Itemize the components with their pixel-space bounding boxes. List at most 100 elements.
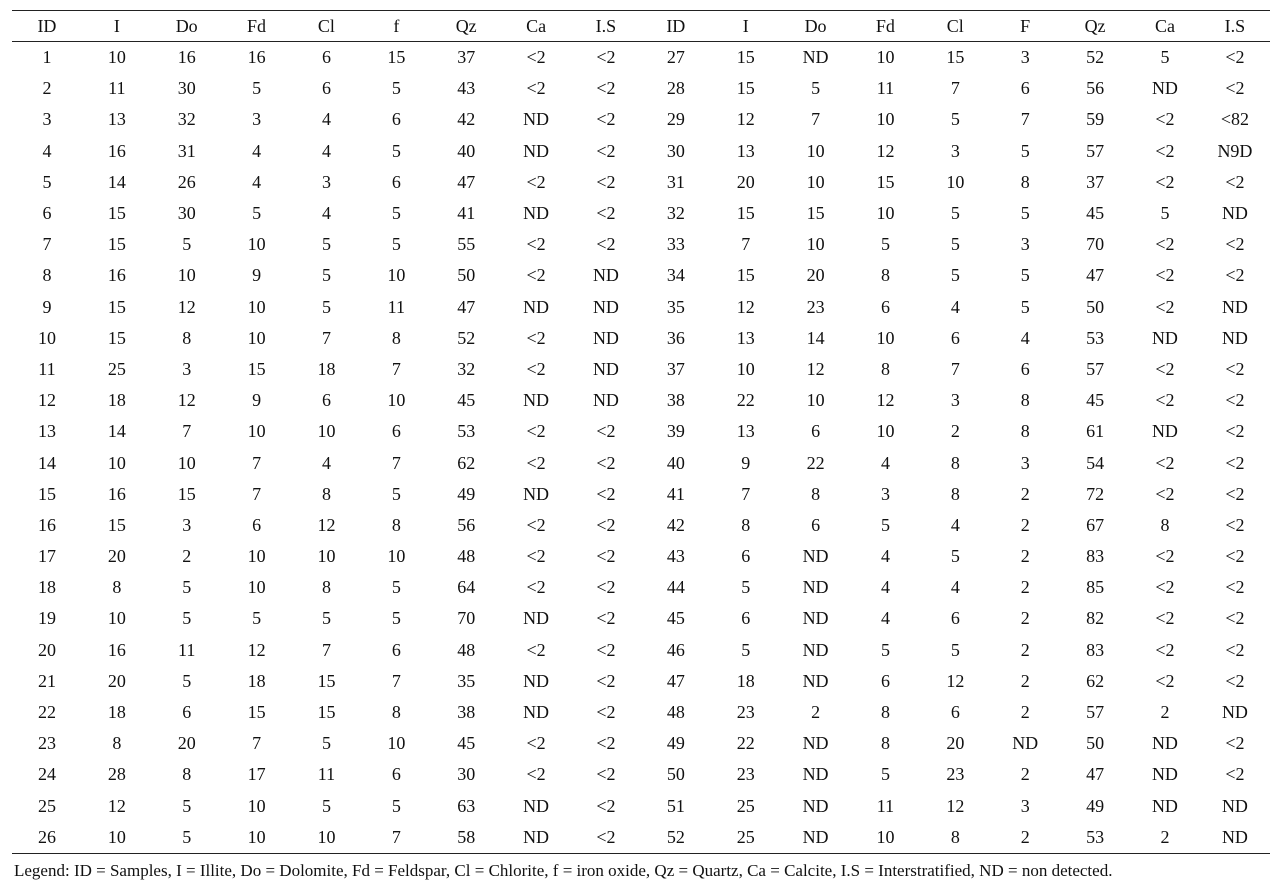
table-cell: 85	[1086, 577, 1105, 598]
table-cell: ND	[1221, 296, 1248, 317]
table-cell: <2	[596, 670, 616, 691]
table-cell: 11	[876, 795, 895, 816]
table-cell: 15	[806, 203, 825, 224]
table-cell: 48	[457, 639, 476, 660]
table-cell: 2	[182, 546, 192, 567]
table-cell: 32	[457, 358, 476, 379]
table-cell: ND	[1151, 764, 1178, 785]
table-cell: ND	[592, 265, 619, 286]
table-cell: 5	[391, 203, 401, 224]
table-cell: 28	[107, 764, 126, 785]
table-header: ID I Do Fd Cl f Qz Ca I.S ID I Do Fd Cl F Qz Ca I.S	[12, 10, 1270, 42]
table-legend: Legend: ID = Samples, I = Illite, Do = D…	[14, 861, 1113, 880]
table-body: 1 10 16 16 6 15 37 <2 <2 27 15 ND 10 15 3 52 5 <2 2 11 30 5 6 5…	[12, 42, 1270, 854]
table-cell: 10	[247, 234, 266, 255]
table-cell: ND	[1151, 795, 1178, 816]
table-cell: <2	[1225, 733, 1245, 754]
table-cell: 3	[950, 140, 960, 161]
table-cell: 5	[252, 203, 262, 224]
table-cell: <2	[526, 265, 546, 286]
table-cell: 12	[876, 140, 895, 161]
table-cell: 32	[666, 203, 685, 224]
table-cell: 42	[666, 514, 685, 535]
table-cell: 21	[37, 670, 56, 691]
table-cell: 6	[950, 608, 960, 629]
table-cell: ND	[1151, 733, 1178, 754]
table-cell: 50	[1086, 296, 1105, 317]
table-cell: 7	[741, 483, 751, 504]
table-cell: 50	[1086, 733, 1105, 754]
table-cell: 15	[946, 47, 965, 68]
table-cell: <2	[1155, 296, 1175, 317]
table-cell: 10	[806, 390, 825, 411]
table-cell: 5	[391, 78, 401, 99]
table-cell: 5	[880, 234, 890, 255]
table-cell: 2	[1020, 639, 1030, 660]
mineral-composition-table: ID I Do Fd Cl f Qz Ca I.S ID I Do Fd Cl F Qz Ca I.S 1 10 16…	[12, 10, 1270, 854]
table-cell: 10	[387, 733, 406, 754]
table-cell: 38	[457, 702, 476, 723]
table-cell: 5	[252, 78, 262, 99]
table-cell: <2	[526, 546, 546, 567]
table-cell: 29	[666, 109, 685, 130]
table-cell: 5	[1020, 265, 1030, 286]
table-cell: 18	[107, 390, 126, 411]
table-cell: 2	[1020, 514, 1030, 535]
table-cell: 37	[457, 47, 476, 68]
table-cell: 83	[1086, 546, 1105, 567]
table-cell: 10	[806, 140, 825, 161]
table-cell: ND	[523, 296, 550, 317]
table-cell: 5	[1160, 47, 1170, 68]
table-cell: 10	[247, 421, 266, 442]
table-cell: 47	[1086, 265, 1105, 286]
table-cell: 3	[321, 171, 331, 192]
table-cell: 4	[321, 452, 331, 473]
table-cell: 6	[880, 670, 890, 691]
table-cell: <2	[526, 78, 546, 99]
table-cell: 8	[741, 514, 751, 535]
table-row: 7 15 5 10 5 5 55 <2 <2 33 7 10 5 5 3 70 <2 <2	[12, 229, 1270, 260]
table-cell: 15	[247, 702, 266, 723]
table-cell: 10	[387, 546, 406, 567]
table-cell: 50	[457, 265, 476, 286]
table-cell: 23	[37, 733, 56, 754]
table-cell: <2	[596, 421, 616, 442]
table-cell: 25	[37, 795, 56, 816]
table-cell: ND	[523, 608, 550, 629]
table-cell: 14	[107, 171, 126, 192]
table-cell: 8	[950, 452, 960, 473]
table-cell: <2	[596, 795, 616, 816]
table-cell: ND	[802, 795, 829, 816]
table-cell: ND	[523, 203, 550, 224]
table-cell: 7	[1020, 109, 1030, 130]
table-cell: 20	[177, 733, 196, 754]
table-cell: 49	[666, 733, 685, 754]
table-cell: 25	[710, 821, 781, 854]
table-cell: <82	[1220, 109, 1250, 130]
table-cell: 5	[1020, 296, 1030, 317]
table-cell: 40	[457, 140, 476, 161]
table-cell: <2	[596, 47, 616, 68]
table-cell: ND	[1151, 78, 1178, 99]
table-cell: 10	[317, 546, 336, 567]
table-cell: 2	[1020, 702, 1030, 723]
table-cell: <2	[526, 577, 546, 598]
table-cell: <2	[596, 733, 616, 754]
table-cell: 5	[182, 577, 192, 598]
table-row: 20 16 11 12 7 6 48 <2 <2 46 5 ND 5 5 2 83 <2 <2	[12, 635, 1270, 666]
table-cell: <2	[1225, 265, 1245, 286]
table-cell: 5	[321, 733, 331, 754]
table-row: 4 16 31 4 4 5 40 ND <2 30 13 10 12 3 5 57 <2 N9D	[12, 136, 1270, 167]
table-cell: ND	[1221, 203, 1248, 224]
table-cell: ND	[523, 702, 550, 723]
table-cell: 5	[950, 109, 960, 130]
table-cell: <2	[526, 47, 546, 68]
table-cell: 3	[1020, 234, 1030, 255]
table-cell: 62	[457, 452, 476, 473]
table-cell: ND	[501, 821, 571, 854]
column-header: ID	[640, 10, 711, 42]
table-row: 17 20 2 10 10 10 48 <2 <2 43 6 ND 4 5 2 83 <2 <2	[12, 541, 1270, 572]
table-cell: 10	[37, 327, 56, 348]
table-cell: 47	[457, 296, 476, 317]
table-cell: <2	[596, 514, 616, 535]
